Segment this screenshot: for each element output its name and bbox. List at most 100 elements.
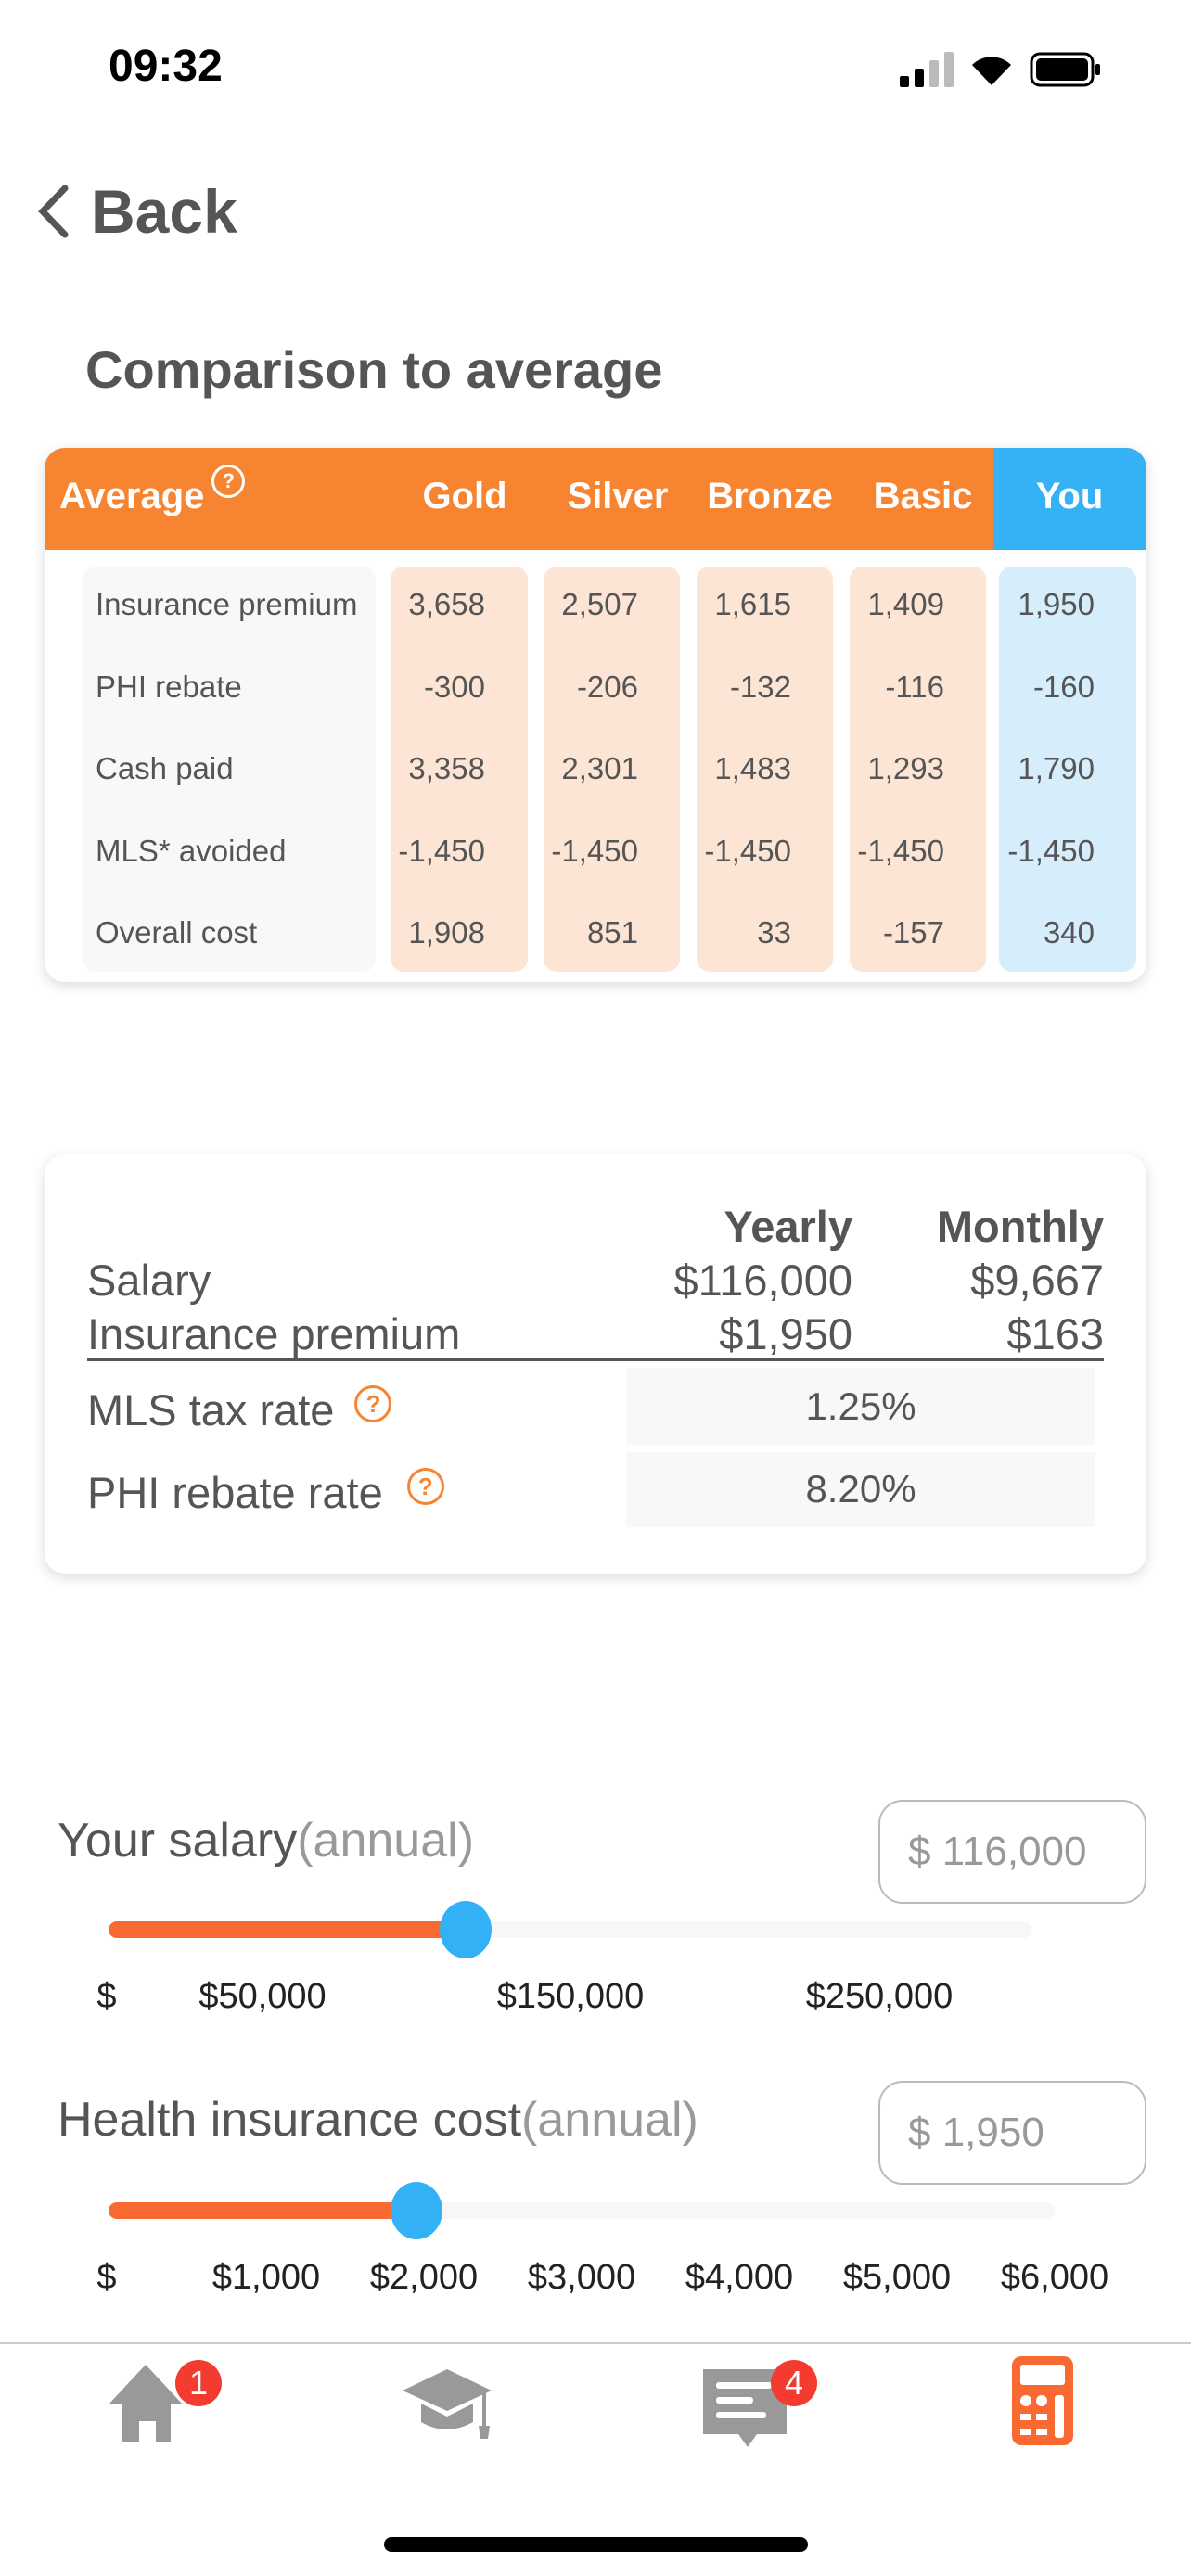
table-cell: -1,450 [704,833,791,868]
table-cell: 1,483 [714,751,791,785]
row-label: Overall cost [96,915,258,950]
slider-tick-label: $ [96,2258,117,2297]
row-label: Insurance premium [96,587,358,621]
tab-learn[interactable] [401,2365,493,2443]
cost-slider-thumb[interactable] [390,2182,442,2239]
header-silver: Silver [567,476,669,516]
premium-yearly: $1,950 [719,1309,852,1358]
back-label: Back [91,177,237,246]
table-cell: 1,950 [1018,587,1095,621]
salary-yearly: $116,000 [673,1256,852,1305]
slider-tick-label: $4,000 [685,2258,794,2297]
home-icon [109,2365,183,2442]
salary-slider-thumb[interactable] [439,1901,492,1958]
home-indicator [384,2537,808,2552]
messages-badge: 4 [771,2360,817,2406]
row-label: MLS* avoided [96,833,287,868]
header-basic: Basic [873,476,973,516]
header-you: You [1035,476,1104,516]
premium-label: Insurance premium [87,1309,461,1358]
yearly-header: Yearly [724,1202,852,1251]
table-cell: 33 [757,915,791,950]
phi-help-icon[interactable]: ? [406,1468,444,1505]
section-title: Comparison to average [85,340,663,399]
calculator-icon [1012,2356,1073,2445]
back-button[interactable]: Back [37,176,237,247]
salary-monthly: $9,667 [970,1256,1104,1305]
table-cell: 1,790 [1018,751,1095,785]
table-cell: 3,358 [408,751,485,785]
row-label: Cash paid [96,751,234,785]
table-cell: 1,615 [714,587,791,621]
slider-tick-label: $ [96,1977,117,2016]
basic-column [850,567,986,972]
table-cell: -160 [1032,669,1095,704]
row-label: PHI rebate [96,669,242,704]
premium-monthly: $163 [1006,1309,1104,1358]
table-header [45,448,1146,550]
table-cell: -1,450 [398,833,485,868]
graduation-cap-icon [403,2369,492,2439]
table-cell: -206 [576,669,638,704]
wifi-icon [972,57,1011,85]
table-cell: -1,450 [551,833,638,868]
salary-input[interactable]: $ 116,000 [878,1800,1146,1904]
slider-tick-label: $150,000 [496,1977,645,2016]
tab-calculator[interactable] [1012,2356,1073,2450]
you-column [999,567,1136,972]
salary-slider[interactable] [109,1901,1031,1958]
table-cell: 3,658 [408,587,485,621]
salary-slider-label: Your salary(annual) [58,1814,475,1868]
phi-value: 8.20% [805,1467,916,1511]
mls-value: 1.25% [805,1384,916,1428]
table-cell: 2,301 [561,751,638,785]
summary-card: Yearly Monthly Salary $116,000 $9,667 In… [45,1154,1146,1574]
table-cell: -300 [423,669,485,704]
slider-tick-label: $6,000 [1000,2258,1109,2297]
tabbar-divider [0,2342,1191,2344]
cost-slider[interactable] [109,2182,1055,2239]
table-cell: -1,450 [1007,833,1095,868]
header-average: Average? [59,465,246,517]
home-badge: 1 [175,2360,222,2406]
slider-tick-label: $1,000 [211,2258,321,2297]
divider [87,1358,1104,1361]
slider-tick-label: $50,000 [198,1977,327,2016]
slider-tick-label: $5,000 [842,2258,952,2297]
message-icon [703,2369,787,2447]
gold-column [391,567,528,972]
slider-tick-label: $2,000 [369,2258,479,2297]
signal-icon [900,52,954,87]
phi-label: PHI rebate rate? [87,1467,444,1518]
slider-tick-label: $3,000 [527,2258,636,2297]
phi-value-box [626,1452,1095,1527]
bronze-column [697,567,833,972]
tab-messages[interactable]: 4 [701,2360,817,2453]
cost-input[interactable]: $ 1,950 [878,2081,1146,2185]
mls-value-box [626,1368,1095,1445]
help-icon[interactable]: ? [211,465,246,498]
table-cell: 340 [1043,915,1095,950]
header-bronze: Bronze [707,476,833,516]
tab-home[interactable]: 1 [104,2360,222,2443]
battery-icon [1030,52,1100,87]
comparison-table: Average? Gold Silver Bronze Basic You In… [45,448,1146,982]
status-time: 09:32 [109,42,223,91]
monthly-header: Monthly [936,1202,1104,1251]
table-cell: -157 [882,915,944,950]
table-cell: -1,450 [857,833,944,868]
table-cell: 2,507 [561,587,638,621]
mls-label: MLS tax rate? [87,1384,392,1435]
table-cell: 1,908 [408,915,485,950]
cost-slider-label: Health insurance cost(annual) [58,2093,698,2147]
table-cell: 1,409 [867,587,944,621]
salary-label: Salary [87,1256,211,1305]
table-cell: 1,293 [867,751,944,785]
label-column [83,567,376,972]
header-gold: Gold [422,476,507,516]
mls-help-icon[interactable]: ? [354,1385,392,1422]
status-icons [900,52,1102,87]
slider-tick-label: $250,000 [805,1977,954,2016]
silver-column [544,567,680,972]
table-cell: -132 [729,669,791,704]
